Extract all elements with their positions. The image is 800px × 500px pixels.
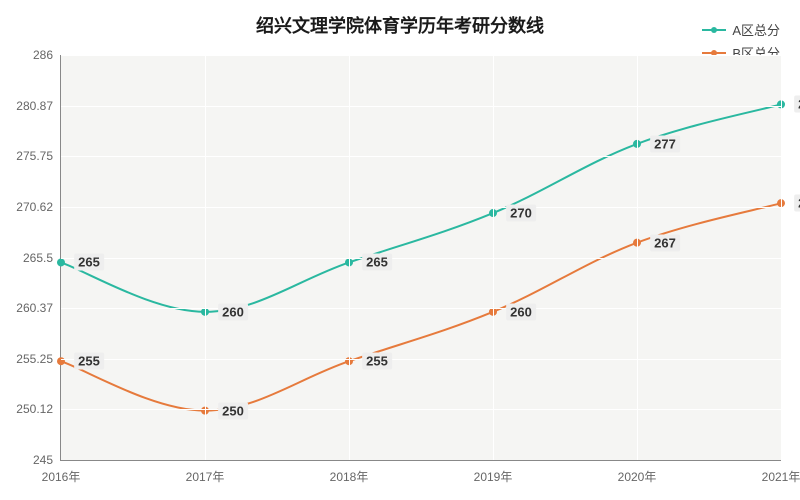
data-label: 255 [74,353,104,370]
grid-line-vertical [349,55,350,460]
data-label: 270 [506,205,536,222]
legend-item: A区总分 [702,20,780,39]
data-label: 260 [218,303,248,320]
x-tick-label: 2021年 [762,460,800,485]
x-tick-label: 2020年 [618,460,657,485]
y-tick-label: 270.62 [16,200,61,214]
plot-area: 245250.12255.25260.37265.5270.62275.7528… [60,55,781,461]
legend-swatch [702,29,726,31]
data-label: 265 [74,254,104,271]
grid-line-vertical [637,55,638,460]
grid-line-horizontal [61,359,781,360]
grid-line-horizontal [61,106,781,107]
data-label: 260 [506,303,536,320]
data-label: 281 [794,96,800,113]
grid-line-horizontal [61,55,781,56]
y-tick-label: 265.5 [23,251,61,265]
data-label: 250 [218,402,248,419]
grid-line-horizontal [61,207,781,208]
grid-line-horizontal [61,409,781,410]
data-label: 267 [650,234,680,251]
data-label: 255 [362,353,392,370]
data-label: 277 [650,135,680,152]
data-label: 271 [794,195,800,212]
x-tick-label: 2019年 [474,460,513,485]
grid-line-vertical [205,55,206,460]
x-tick-label: 2018年 [330,460,369,485]
chart-container: 绍兴文理学院体育学历年考研分数线 A区总分B区总分 245250.12255.2… [0,0,800,500]
data-label: 265 [362,254,392,271]
x-tick-label: 2016年 [42,460,81,485]
y-tick-label: 250.12 [16,402,61,416]
legend-swatch [702,52,726,54]
grid-line-vertical [781,55,782,460]
chart-title: 绍兴文理学院体育学历年考研分数线 [0,12,800,38]
y-tick-label: 275.75 [16,149,61,163]
legend-label: A区总分 [732,20,780,39]
grid-line-horizontal [61,156,781,157]
grid-line-horizontal [61,308,781,309]
grid-line-vertical [493,55,494,460]
y-tick-label: 260.37 [16,301,61,315]
y-tick-label: 280.87 [16,99,61,113]
y-tick-label: 255.25 [16,352,61,366]
grid-line-horizontal [61,258,781,259]
y-tick-label: 286 [33,48,61,62]
x-tick-label: 2017年 [186,460,225,485]
